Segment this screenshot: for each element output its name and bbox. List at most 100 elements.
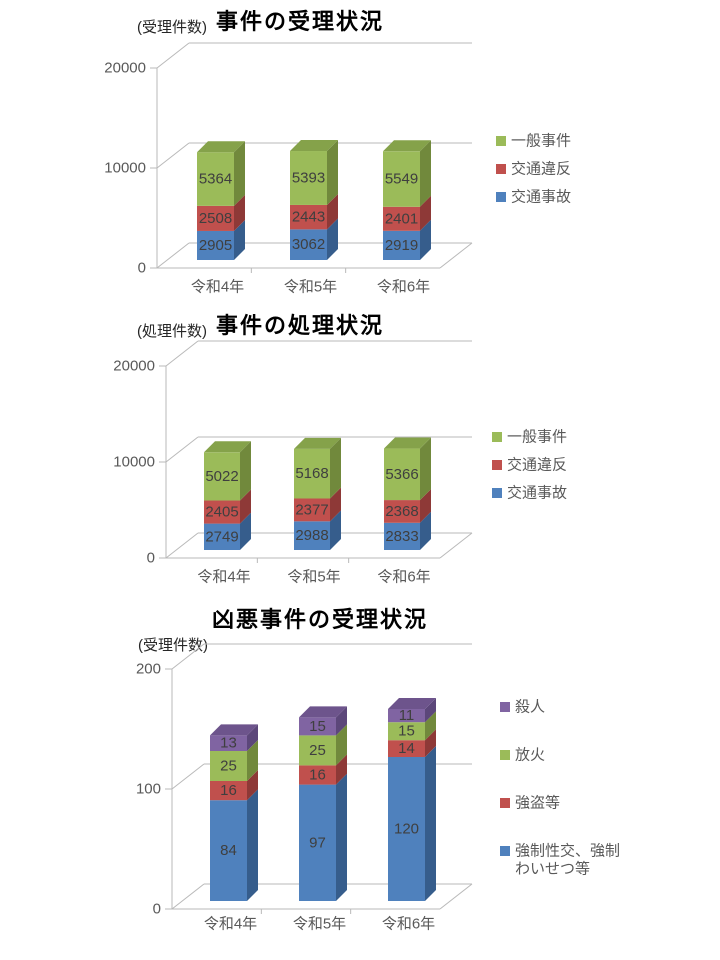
- gridline-connector: [171, 763, 205, 790]
- legend-label: 交通事故: [507, 484, 567, 502]
- bar-segment-side: [336, 706, 347, 736]
- legend-label: 一般事件: [507, 429, 567, 446]
- bar-segment: [388, 757, 425, 901]
- bar-segment: [197, 230, 234, 260]
- y-tick-label: 0: [153, 901, 161, 918]
- bar-segment: [210, 800, 247, 901]
- bar-segment-top: [294, 437, 341, 449]
- bar-segment-side: [247, 770, 258, 801]
- bar-segment: [204, 500, 240, 524]
- bar-segment-top: [388, 698, 436, 709]
- segment-value-label: 11: [399, 707, 415, 724]
- y-tick-label: 20000: [104, 60, 146, 77]
- y-axis-unit-label: (処理件数): [137, 323, 207, 340]
- bar-segment: [299, 735, 336, 766]
- bar-segment-side: [330, 510, 341, 550]
- category-label: 令和4年: [197, 569, 250, 586]
- segment-value-label: 2919: [385, 237, 418, 254]
- segment-value-label: 2988: [295, 527, 328, 544]
- segment-value-label: 5366: [385, 466, 418, 483]
- legend-label: 交通事故: [511, 188, 571, 206]
- legend-label: 交通違反: [507, 456, 567, 474]
- bar-segment-side: [234, 194, 245, 231]
- category-label: 令和5年: [293, 916, 346, 933]
- legend-swatch: [492, 488, 502, 498]
- legend-swatch: [500, 750, 510, 760]
- gridline-connector: [171, 643, 205, 670]
- bar-segment-side: [330, 487, 341, 522]
- segment-value-label: 120: [394, 821, 419, 838]
- y-tick-label: 100: [136, 781, 161, 798]
- gridline-connector: [165, 340, 199, 367]
- gridline-connector: [165, 436, 199, 463]
- bar-segment: [294, 498, 330, 522]
- legend-swatch: [500, 846, 510, 856]
- y-tick-label: 10000: [113, 454, 155, 471]
- y-tick-label: 0: [147, 550, 155, 567]
- legend-swatch: [492, 460, 502, 470]
- gridline-connector: [156, 42, 190, 69]
- category-label: 令和4年: [191, 279, 244, 296]
- floor-right-edge: [439, 883, 473, 910]
- legend-label: 殺人: [515, 699, 545, 716]
- floor-left-edge: [156, 242, 190, 269]
- category-label: 令和6年: [382, 916, 435, 933]
- legend-swatch: [496, 164, 506, 174]
- bar-segment-top: [204, 441, 251, 453]
- segment-value-label: 2749: [205, 528, 238, 545]
- bar-segment: [383, 151, 420, 207]
- bar-segment-side: [327, 218, 338, 260]
- segment-value-label: 14: [398, 740, 415, 757]
- bar-segment: [210, 751, 247, 781]
- chart-canvas-violent-case-reception: 010020084162513令和4年97162515令和5年120141511…: [136, 643, 620, 933]
- segment-value-label: 25: [309, 742, 326, 759]
- bar-segment: [388, 740, 425, 757]
- bar-segment: [388, 722, 425, 741]
- segment-value-label: 5364: [199, 171, 232, 188]
- bar-segment: [290, 151, 327, 205]
- bar-segment-side: [425, 698, 436, 723]
- bar-segment: [384, 522, 420, 550]
- bar-segment: [290, 229, 327, 260]
- bar-segment-side: [336, 724, 347, 766]
- bar-segment-side: [327, 193, 338, 230]
- bar-segment: [384, 500, 420, 523]
- bar-segment-side: [420, 219, 431, 260]
- bar-segment: [294, 448, 330, 499]
- category-label: 令和6年: [377, 569, 430, 586]
- segment-value-label: 25: [220, 758, 237, 775]
- bar-segment: [204, 523, 240, 550]
- segment-value-label: 2905: [199, 237, 232, 254]
- legend-label: 交通違反: [511, 160, 571, 178]
- bar-segment-top: [383, 140, 431, 152]
- bar-segment-side: [420, 140, 431, 207]
- bar-segment-top: [290, 140, 338, 152]
- floor-right-edge: [439, 242, 473, 269]
- legend-label: 一般事件: [511, 133, 571, 150]
- y-axis-unit-label: (受理件数): [138, 637, 208, 654]
- bar-segment: [388, 709, 425, 723]
- bar-segment-top: [384, 437, 431, 449]
- segment-value-label: 3062: [292, 236, 325, 253]
- bar-segment-side: [336, 754, 347, 785]
- bar-segment: [299, 784, 336, 901]
- chart-title: 事件の処理状況: [215, 313, 384, 338]
- bar-segment-side: [234, 141, 245, 206]
- bar-segment-side: [420, 195, 431, 231]
- y-tick-label: 200: [136, 661, 161, 678]
- gridline-connector: [156, 142, 190, 169]
- bar-segment: [204, 452, 240, 501]
- bar-segment-side: [327, 140, 338, 205]
- bar-segment-side: [234, 219, 245, 260]
- bar-segment-side: [420, 489, 431, 523]
- segment-value-label: 2443: [292, 209, 325, 226]
- category-label: 令和4年: [204, 916, 257, 933]
- segment-value-label: 2368: [385, 503, 418, 520]
- segment-value-label: 5168: [295, 465, 328, 482]
- bar-segment-side: [240, 512, 251, 550]
- segment-value-label: 2508: [199, 210, 232, 227]
- y-tick-label: 0: [138, 260, 146, 277]
- segment-value-label: 16: [220, 782, 237, 799]
- bar-segment: [299, 717, 336, 736]
- bar-segment-top: [210, 724, 258, 736]
